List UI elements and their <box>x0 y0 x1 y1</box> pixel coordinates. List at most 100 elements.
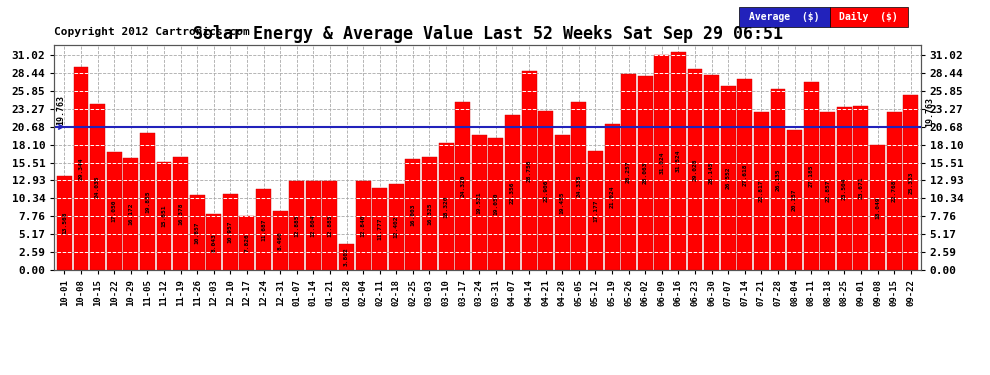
Text: 27.185: 27.185 <box>809 165 814 187</box>
Text: Copyright 2012 Cartronics.com: Copyright 2012 Cartronics.com <box>54 27 250 37</box>
Bar <box>439 143 453 270</box>
Bar <box>156 162 171 270</box>
Bar <box>323 181 338 270</box>
Bar <box>821 112 836 270</box>
Text: 19.855: 19.855 <box>145 190 149 213</box>
Text: Daily  ($): Daily ($) <box>840 12 898 22</box>
Text: 29.344: 29.344 <box>78 157 83 180</box>
Text: 29.028: 29.028 <box>693 158 698 181</box>
Bar <box>206 214 221 270</box>
Bar <box>588 151 603 270</box>
Text: 8.460: 8.460 <box>277 231 282 250</box>
Text: 21.024: 21.024 <box>610 186 615 209</box>
Text: 22.768: 22.768 <box>892 180 897 203</box>
Text: 28.257: 28.257 <box>626 161 632 183</box>
Bar <box>654 55 669 270</box>
Text: 23.671: 23.671 <box>858 177 863 199</box>
Text: 22.857: 22.857 <box>826 180 831 202</box>
Bar <box>339 244 354 270</box>
Text: 19.455: 19.455 <box>559 191 564 214</box>
Bar <box>787 130 802 270</box>
Bar <box>605 124 620 270</box>
Bar <box>853 106 868 270</box>
Bar <box>406 159 421 270</box>
Bar <box>621 74 637 270</box>
Text: 26.552: 26.552 <box>726 167 731 189</box>
Text: 11.687: 11.687 <box>261 218 266 241</box>
Bar <box>488 138 503 270</box>
Text: 8.043: 8.043 <box>211 233 216 252</box>
Bar <box>240 216 254 270</box>
Bar <box>173 157 188 270</box>
Bar <box>107 152 122 270</box>
Text: 3.802: 3.802 <box>344 248 349 266</box>
Bar <box>389 184 404 270</box>
Bar <box>671 52 686 270</box>
Bar <box>124 158 139 270</box>
Bar <box>554 135 569 270</box>
Bar <box>804 82 819 270</box>
Text: 13.568: 13.568 <box>62 212 67 234</box>
Bar <box>638 76 652 270</box>
Text: 16.378: 16.378 <box>178 202 183 225</box>
Text: 19.521: 19.521 <box>477 191 482 214</box>
Bar <box>754 112 769 270</box>
Text: 16.172: 16.172 <box>129 203 134 225</box>
Text: 12.402: 12.402 <box>394 216 399 238</box>
Text: 24.320: 24.320 <box>460 175 465 197</box>
Text: 28.145: 28.145 <box>709 161 714 184</box>
Text: 12.804: 12.804 <box>311 214 316 237</box>
Bar <box>190 195 205 270</box>
Bar <box>505 115 520 270</box>
Text: 28.756: 28.756 <box>527 159 532 182</box>
Text: 19.763: 19.763 <box>925 97 934 127</box>
Text: 26.135: 26.135 <box>775 168 780 191</box>
Text: 10.957: 10.957 <box>228 221 233 243</box>
Text: Average  ($): Average ($) <box>748 12 819 22</box>
Text: 15.651: 15.651 <box>161 205 166 227</box>
Bar <box>455 102 470 270</box>
FancyBboxPatch shape <box>739 7 830 27</box>
Bar <box>90 104 105 270</box>
Text: 16.003: 16.003 <box>411 203 416 226</box>
Text: 19.050: 19.050 <box>493 193 498 215</box>
Text: 23.504: 23.504 <box>842 177 846 200</box>
Title: Solar Energy & Average Value Last 52 Weeks Sat Sep 29 06:51: Solar Energy & Average Value Last 52 Wee… <box>193 26 782 44</box>
Bar <box>422 157 437 270</box>
Text: 10.857: 10.857 <box>195 221 200 244</box>
Text: 31.524: 31.524 <box>676 150 681 172</box>
Text: 12.885: 12.885 <box>294 214 299 237</box>
Bar <box>57 176 72 270</box>
Bar <box>223 194 238 270</box>
Text: 17.177: 17.177 <box>593 199 598 222</box>
Bar <box>870 145 885 270</box>
Bar <box>687 69 703 270</box>
Bar <box>837 107 851 270</box>
Bar <box>140 132 154 270</box>
Bar <box>522 71 537 270</box>
Bar <box>571 102 586 270</box>
Bar <box>289 181 304 270</box>
Bar <box>73 67 88 270</box>
Bar <box>887 112 902 270</box>
Text: 12.840: 12.840 <box>360 214 365 237</box>
Text: 12.885: 12.885 <box>328 214 333 237</box>
Text: 22.356: 22.356 <box>510 182 515 204</box>
Text: 20.157: 20.157 <box>792 189 797 211</box>
Text: 19.763: 19.763 <box>56 95 65 125</box>
Bar <box>306 182 321 270</box>
Text: 25.333: 25.333 <box>908 171 913 194</box>
Bar <box>355 181 370 270</box>
Bar <box>539 111 553 270</box>
Text: 24.335: 24.335 <box>576 174 581 197</box>
Bar <box>704 75 719 270</box>
FancyBboxPatch shape <box>830 7 908 27</box>
Text: 31.024: 31.024 <box>659 152 664 174</box>
Text: 22.906: 22.906 <box>544 180 548 202</box>
Text: 24.035: 24.035 <box>95 176 100 198</box>
Text: 18.049: 18.049 <box>875 196 880 219</box>
Bar <box>272 211 288 270</box>
Bar <box>472 135 487 270</box>
Bar <box>738 79 752 270</box>
Text: 18.320: 18.320 <box>444 195 448 218</box>
